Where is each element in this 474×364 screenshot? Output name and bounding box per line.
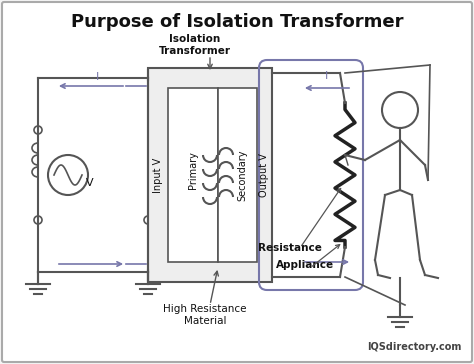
Text: Output V: Output V xyxy=(259,153,269,197)
Text: I: I xyxy=(96,72,100,82)
Text: IQSdirectory.com: IQSdirectory.com xyxy=(368,342,462,352)
Bar xyxy=(168,88,218,262)
Text: V: V xyxy=(86,178,94,188)
Text: Primary: Primary xyxy=(188,151,198,189)
Text: I: I xyxy=(325,71,328,81)
Text: High Resistance
Material: High Resistance Material xyxy=(163,304,247,326)
Text: Input V: Input V xyxy=(153,157,163,193)
Text: Isolation
Transformer: Isolation Transformer xyxy=(159,34,231,56)
Text: Purpose of Isolation Transformer: Purpose of Isolation Transformer xyxy=(71,13,403,31)
Bar xyxy=(218,88,257,262)
Text: Appliance: Appliance xyxy=(276,260,334,270)
Bar xyxy=(148,68,272,282)
Text: Resistance: Resistance xyxy=(258,243,322,253)
Text: Secondary: Secondary xyxy=(237,149,247,201)
